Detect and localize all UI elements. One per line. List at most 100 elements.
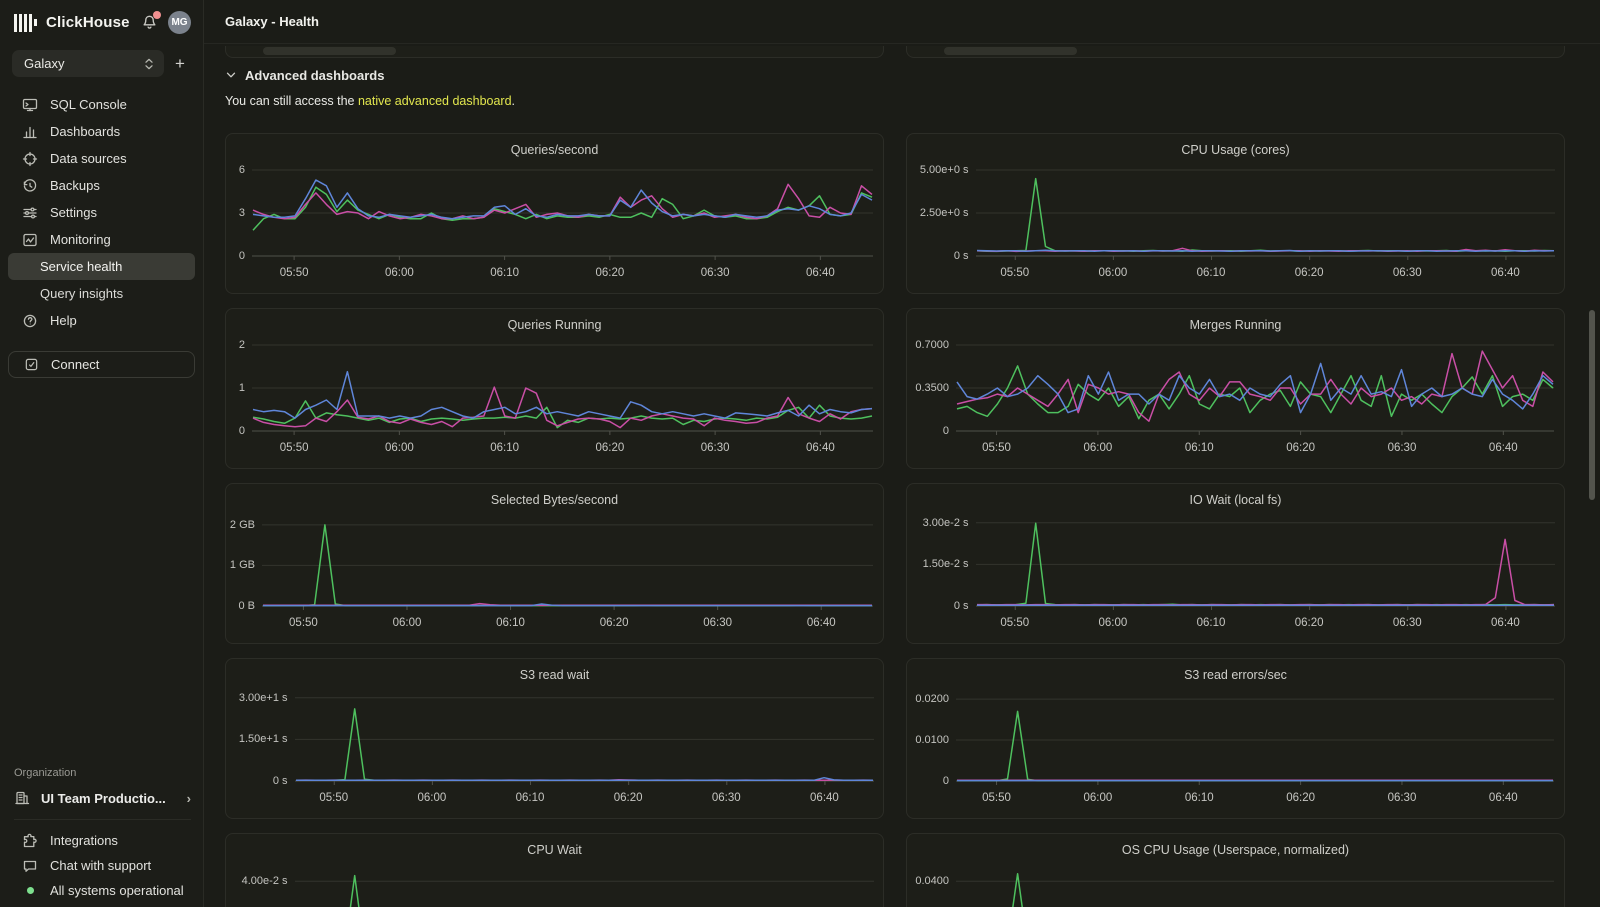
sidebar-item-help[interactable]: Help [0, 307, 203, 334]
bar-chart-icon [22, 124, 38, 140]
x-tick-label: 06:10 [515, 792, 545, 804]
brand-row: ClickHouse MG [0, 0, 203, 43]
chart-title: S3 read wait [519, 668, 590, 682]
sidebar-item-data-sources[interactable]: Data sources [0, 145, 203, 172]
sidebar-nav: SQL Console Dashboards Data sources Back… [0, 91, 203, 378]
chart-card-io-wait[interactable]: IO Wait (local fs) 0 s 1.50e-2 s 3.00e-2 s… [906, 483, 1565, 644]
scrolled-cards-fragments [225, 46, 1565, 58]
series-line [349, 874, 360, 907]
vertical-scrollbar-thumb[interactable] [1589, 310, 1595, 500]
chart-card-merges-running[interactable]: Merges Running 0 0.3500 0.7000 05:50 06:00 06… [906, 308, 1565, 469]
chart-card-s3-read-errors[interactable]: S3 read errors/sec 0 0.0100 0.0200 05:50 06:… [906, 658, 1565, 819]
series-line [252, 386, 873, 429]
service-selector[interactable]: Galaxy [12, 50, 164, 77]
data-source-icon [22, 151, 38, 167]
chart-canvas [294, 697, 874, 785]
sidebar-item-chat-support[interactable]: Chat with support [0, 853, 203, 878]
chart-card-cpu-wait[interactable]: CPU Wait 4.00e-2 s 05:5006:0006:1006:2006… [225, 833, 884, 907]
notifications-bell-icon[interactable] [141, 10, 161, 32]
section-title: Advanced dashboards [245, 67, 385, 83]
system-status[interactable]: All systems operational [0, 878, 203, 903]
chart-title: Selected Bytes/second [490, 493, 619, 507]
x-tick-label: 06:00 [384, 442, 414, 454]
y-axis-labels: 4.00e-2 s [226, 868, 295, 907]
chart-title: Queries/second [510, 143, 599, 157]
organization-section: Organization UI Team Productio... › [0, 767, 203, 820]
chart-canvas [252, 344, 873, 435]
notice-text: You can still access the native advanced… [225, 94, 1600, 108]
x-tick-label: 06:40 [1491, 617, 1520, 629]
native-dashboard-link[interactable]: native advanced dashboard [357, 94, 512, 108]
x-tick-label: 05:50 [1000, 617, 1030, 629]
organization-name: UI Team Productio... [41, 790, 166, 806]
series-line [295, 708, 873, 782]
x-tick-label: 06:10 [1184, 792, 1214, 804]
y-tick-label: 2 [238, 339, 245, 351]
x-tick-label: 05:50 [279, 267, 309, 279]
chart-card-os-cpu-usage[interactable]: OS CPU Usage (Userspace, normalized) 0.0… [906, 833, 1565, 907]
x-tick-label: 05:50 [319, 792, 349, 804]
y-tick-label: 0 s [953, 250, 969, 262]
footer-item-label: Chat with support [50, 858, 152, 873]
x-tick-label: 06:20 [1294, 617, 1324, 629]
connect-icon [23, 357, 39, 373]
y-tick-label: 1 [238, 382, 245, 394]
sidebar-subitem-label: Service health [40, 259, 123, 274]
series-line [956, 350, 1554, 422]
chart-card-queries-running[interactable]: Queries Running 0 1 2 05:50 06:00 06:10 06:20 0… [225, 308, 884, 469]
x-tick-label: 06:10 [496, 617, 525, 629]
x-tick-label: 06:00 [1083, 792, 1113, 804]
organization-switcher[interactable]: UI Team Productio... › [14, 790, 191, 806]
sidebar-item-dashboards[interactable]: Dashboards [0, 118, 203, 145]
series-line [263, 603, 872, 607]
add-service-button[interactable]: + [175, 53, 185, 73]
chevron-down-icon [226, 72, 236, 78]
x-tick-label: 06:30 [1392, 267, 1422, 279]
y-tick-label: 3.00e+1 s [238, 691, 288, 704]
y-tick-label: 0.0200 [915, 693, 949, 706]
horizontal-scrollbar-thumb[interactable] [944, 47, 1077, 55]
series-line [976, 538, 1554, 606]
y-tick-label: 3 [238, 207, 245, 219]
x-axis-labels: 05:50 06:00 06:10 06:20 06:30 06:40 [252, 435, 873, 465]
horizontal-scrollbar-thumb[interactable] [263, 47, 396, 55]
sidebar-item-service-health[interactable]: Service health [8, 253, 195, 280]
puzzle-icon [22, 833, 38, 849]
avatar[interactable]: MG [168, 11, 191, 34]
x-tick-label: 06:30 [1387, 442, 1417, 454]
connect-button[interactable]: Connect [8, 351, 195, 378]
sidebar-item-backups[interactable]: Backups [0, 172, 203, 199]
chart-card-s3-read-wait[interactable]: S3 read wait 0 s 1.50e+1 s 3.00e+1 s 05:50 0… [225, 658, 884, 819]
connect-label: Connect [51, 357, 100, 372]
x-tick-label: 06:20 [1294, 267, 1324, 279]
sidebar-item-query-insights[interactable]: Query insights [8, 280, 195, 307]
chart-card-queries-second[interactable]: Queries/second 0 3 6 05:50 06:00 06:10 06:20 06… [225, 133, 884, 294]
sidebar-item-monitoring[interactable]: Monitoring [0, 226, 203, 253]
clickhouse-logo-icon[interactable] [14, 13, 37, 32]
sidebar-item-sql-console[interactable]: SQL Console [0, 91, 203, 118]
chart-card-selected-bytes[interactable]: Selected Bytes/second 0 B 1 GB 2 GB 05:50 06… [225, 483, 884, 644]
sidebar-subitem-label: Query insights [40, 286, 124, 301]
sidebar-item-integrations[interactable]: Integrations [0, 828, 203, 853]
x-axis-labels: 05:50 06:00 06:10 06:20 06:30 06:40 [976, 610, 1555, 640]
advanced-dashboards-toggle[interactable]: Advanced dashboards [225, 66, 1600, 84]
series-line [976, 177, 1554, 253]
y-tick-label: 6 [238, 164, 245, 176]
x-tick-label: 06:20 [613, 792, 643, 804]
chart-canvas [975, 169, 1555, 260]
sidebar-item-settings[interactable]: Settings [0, 199, 203, 226]
x-tick-label: 06:30 [711, 792, 741, 804]
y-axis-labels: 0 0.3500 0.7000 [907, 339, 956, 465]
y-tick-label: 3.00e-2 s [922, 516, 969, 529]
